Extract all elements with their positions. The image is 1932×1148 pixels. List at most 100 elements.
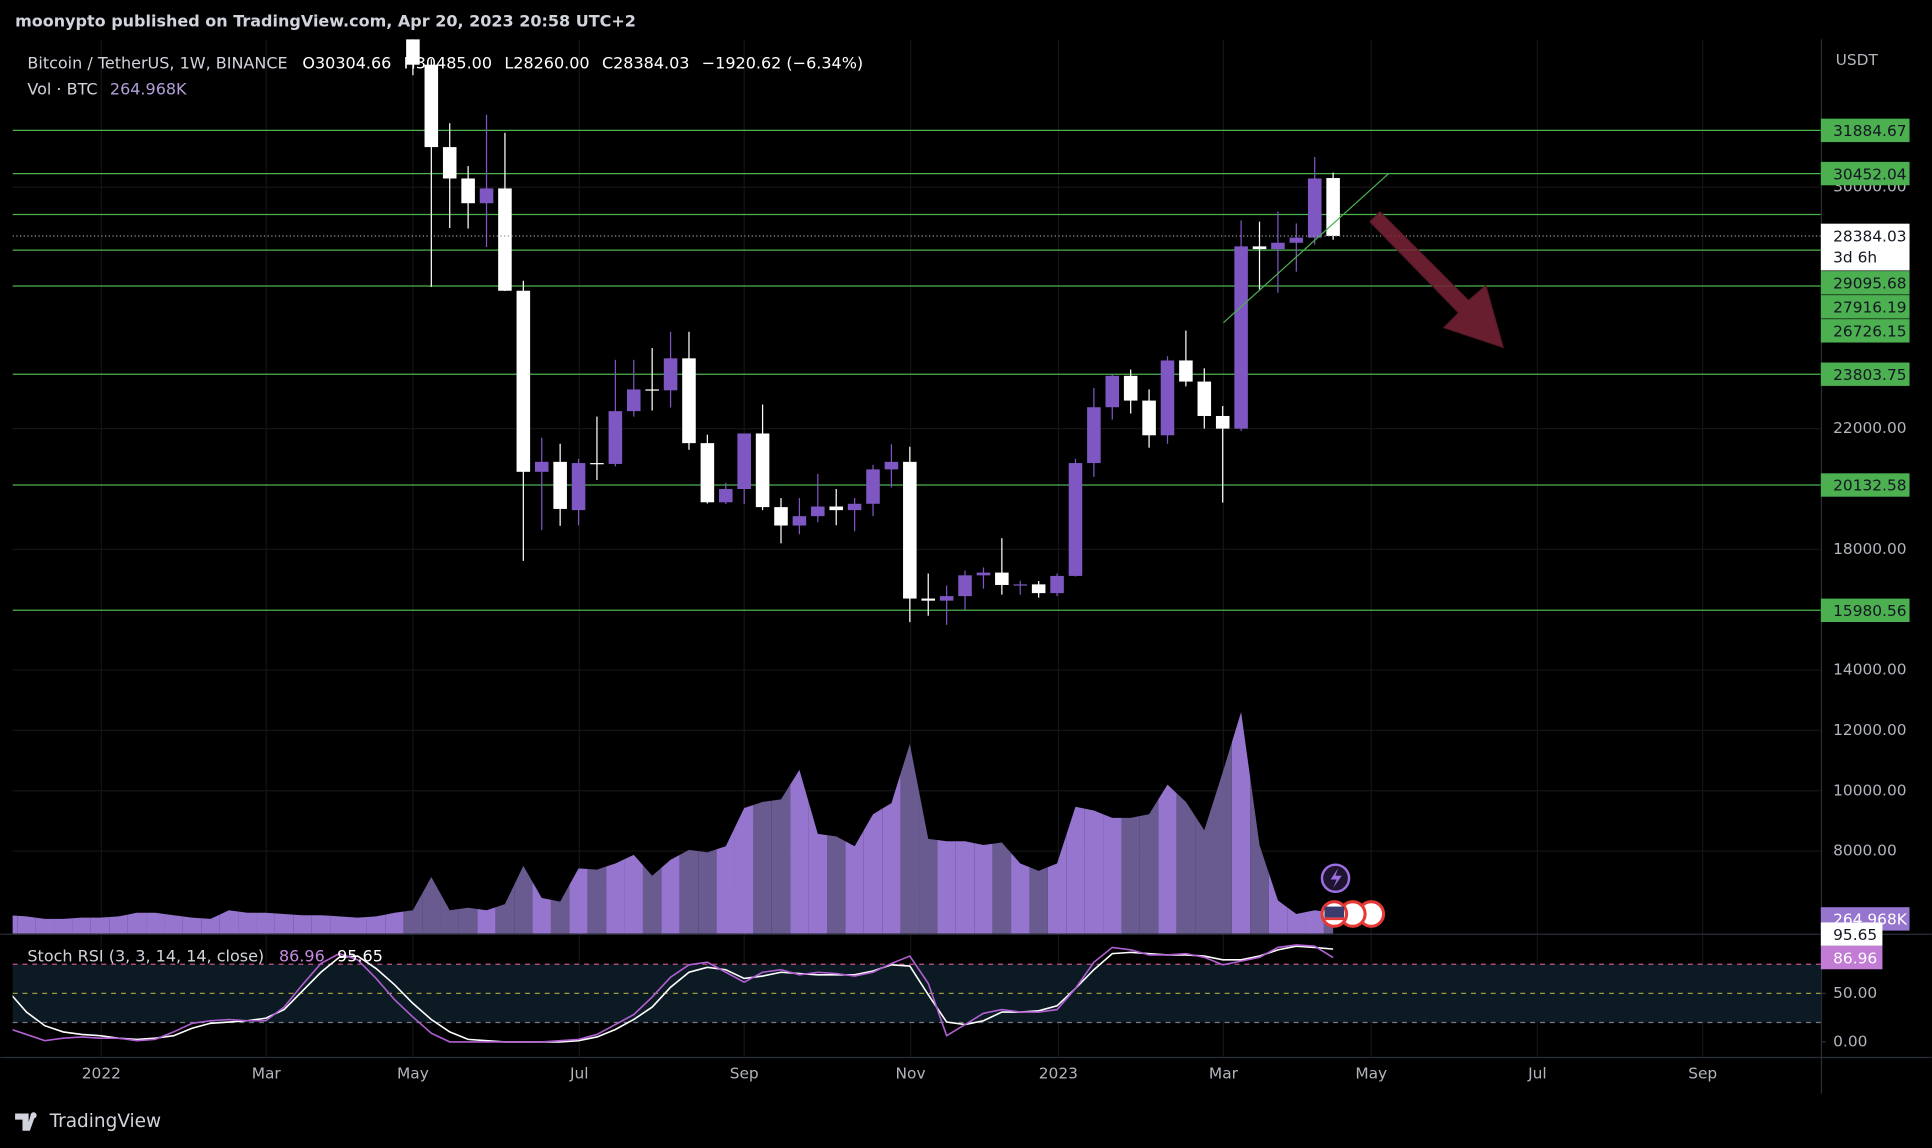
volume-area (1231, 711, 1251, 934)
stoch-k-label: 86.96 (1833, 949, 1877, 967)
trend-line (1223, 173, 1389, 324)
volume-area (17, 915, 36, 934)
legend-value: C28384.03 (602, 54, 690, 73)
volume-area (1195, 801, 1214, 934)
volume-area (422, 877, 441, 934)
candle-body (755, 433, 770, 508)
volume-area (1066, 806, 1085, 934)
level-label: 20132.58 (1833, 477, 1906, 495)
volume-area (606, 859, 625, 934)
volume-area (1139, 799, 1159, 934)
candle-body (1307, 178, 1322, 238)
last-price-box (1820, 223, 1910, 271)
candle-body (479, 188, 494, 204)
stoch-k-value: 86.96 (279, 947, 325, 966)
volume-area (532, 881, 551, 934)
publisher: moonypto published on TradingView.com, A… (15, 12, 636, 31)
candle-body (700, 443, 715, 503)
volume-area (937, 840, 956, 934)
candle-body (442, 147, 457, 179)
volume-area (146, 912, 165, 934)
candle-body (939, 596, 954, 601)
x-tick-label: Mar (252, 1065, 282, 1083)
stoch-legend: Stoch RSI (3, 3, 14, 14, close) (27, 947, 264, 966)
volume-legend: Vol · BTC (27, 79, 97, 98)
level-label-box (1820, 295, 1910, 319)
volume-area (238, 911, 257, 934)
candle-body (626, 389, 641, 412)
volume-area (274, 913, 294, 934)
volume-area (827, 835, 846, 934)
levels (12, 129, 1821, 611)
volume-area (1029, 867, 1048, 934)
volume-area (955, 841, 975, 934)
currency: USDT (1836, 51, 1879, 69)
candle-body (847, 503, 862, 511)
volume-area (90, 917, 110, 934)
candle-body (590, 463, 604, 465)
candle-body (1179, 360, 1193, 382)
candle-body (424, 64, 439, 148)
level-label-box (1820, 161, 1910, 186)
level-label: 29095.68 (1833, 275, 1906, 293)
volume-area (1084, 808, 1104, 934)
candle-body (663, 358, 678, 391)
candle-body (1050, 575, 1064, 594)
axes: 2022 Mar May Jul Sep Nov 2023 Mar May Jul Sep30000… (82, 118, 1910, 1083)
candle-body (498, 188, 512, 291)
volume-area (624, 854, 643, 934)
candle-body (719, 489, 733, 503)
volume-area (348, 917, 367, 934)
volume-area (477, 907, 496, 934)
volume-area (974, 843, 993, 934)
stoch-tick-label: 0.00 (1833, 1032, 1867, 1050)
x-tick-label: Sep (1688, 1065, 1717, 1083)
legend-value: L28260.00 (504, 54, 589, 73)
candle-body (866, 469, 880, 504)
stoch-d-value: 95.65 (337, 947, 383, 966)
level-label-box (1820, 319, 1910, 343)
stoch-band-fill (12, 964, 1821, 1023)
level-label: 27916.19 (1833, 299, 1906, 317)
volume-area (1158, 784, 1177, 934)
candle-body (645, 389, 659, 391)
volume-area (1047, 835, 1067, 934)
x-tick-label: Jul (1527, 1065, 1547, 1083)
candle-body (1271, 242, 1285, 250)
volume-area (1121, 816, 1140, 934)
stoch-k-box (1820, 945, 1883, 970)
volume-area (366, 914, 386, 934)
volume-area (311, 915, 331, 934)
stoch-pane (12, 944, 1821, 1043)
volume-area (550, 885, 570, 934)
volume-area (440, 893, 459, 934)
volume-area (808, 801, 828, 934)
events (1320, 863, 1386, 928)
volume-area (1305, 910, 1324, 934)
volume-area (919, 791, 938, 934)
volume-area (1268, 872, 1288, 934)
candle-body (1123, 375, 1138, 401)
stoch-line (12, 945, 1334, 1043)
candle-body (829, 506, 843, 511)
volume-area (495, 885, 515, 934)
level-label-box (1820, 598, 1910, 623)
volume-area (790, 769, 809, 934)
level-label-box (1820, 473, 1910, 497)
x-tick-label: May (1355, 1065, 1387, 1083)
level-label: 26726.15 (1833, 323, 1906, 341)
volume-area (900, 743, 920, 934)
candle-body (1215, 415, 1230, 429)
level-label: 23803.75 (1833, 366, 1906, 384)
volume-area (109, 914, 128, 934)
volume-area (716, 827, 735, 934)
candle-body (1013, 584, 1028, 586)
last-price-label: 28384.03 (1833, 228, 1906, 246)
candle-body (1197, 381, 1212, 416)
volume-pane (12, 711, 1334, 934)
volume-area (569, 868, 588, 934)
volume-area (1250, 778, 1269, 934)
candle-body (811, 506, 825, 517)
volume-area (679, 849, 699, 934)
